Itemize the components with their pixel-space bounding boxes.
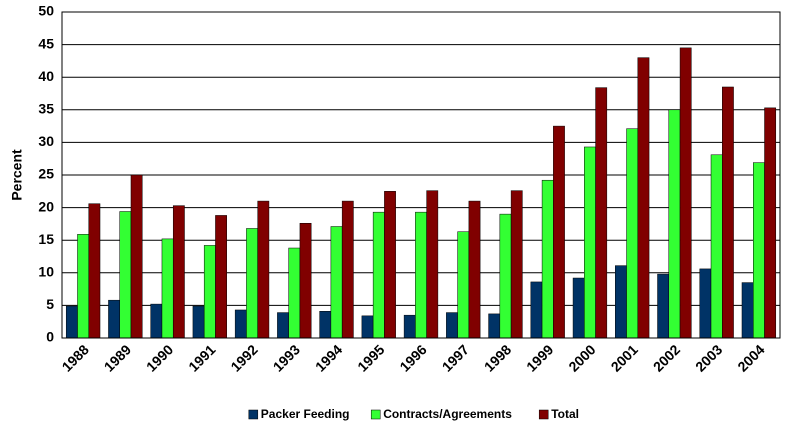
bar — [119, 211, 132, 339]
y-tick-label: 45 — [38, 35, 54, 51]
x-tick-label: 1990 — [143, 341, 176, 374]
y-tick-label: 40 — [38, 68, 54, 84]
bar — [764, 107, 777, 339]
bar — [530, 281, 543, 339]
x-tick-label: 1998 — [481, 341, 514, 374]
bar — [572, 277, 585, 339]
y-tick-label: 25 — [38, 166, 54, 182]
x-tick-label: 1992 — [227, 341, 260, 374]
x-tick-label: 1996 — [396, 341, 429, 374]
bar — [372, 211, 385, 339]
bar — [457, 231, 470, 339]
bar — [341, 200, 354, 339]
x-tick-label: 1989 — [101, 341, 134, 374]
bar — [426, 190, 439, 339]
bar — [161, 238, 174, 339]
legend-label: Total — [551, 407, 579, 421]
bar — [679, 47, 692, 339]
bar — [510, 190, 523, 339]
y-tick-label: 0 — [46, 329, 54, 345]
bar — [88, 203, 101, 339]
x-tick-label: 2002 — [650, 341, 683, 374]
x-tick-label: 1997 — [439, 341, 472, 374]
legend-swatch — [370, 409, 381, 420]
y-tick-label: 50 — [38, 3, 54, 19]
bar — [615, 265, 627, 339]
y-tick-label: 20 — [38, 198, 54, 214]
bar — [584, 146, 596, 339]
bar — [288, 247, 301, 339]
bar — [299, 222, 312, 339]
bar — [215, 215, 227, 339]
bar — [234, 309, 247, 339]
bar — [741, 282, 754, 339]
x-tick-label: 1988 — [59, 341, 92, 374]
bar — [541, 179, 554, 339]
bar — [246, 228, 258, 339]
bar — [384, 191, 396, 339]
bar — [203, 245, 216, 339]
bar — [626, 128, 639, 339]
bar — [192, 305, 205, 339]
x-tick-label: 2004 — [734, 341, 767, 374]
bar — [319, 311, 332, 339]
y-axis-label: Percent — [9, 149, 25, 201]
bar — [403, 314, 416, 339]
x-tick-label: 2000 — [565, 341, 598, 374]
y-tick-label: 5 — [46, 296, 54, 312]
bar — [150, 303, 163, 339]
bar — [108, 299, 120, 339]
bar — [468, 200, 481, 339]
bar — [415, 211, 427, 339]
bar — [499, 213, 512, 339]
bar — [637, 57, 650, 339]
bar — [361, 315, 374, 339]
bar — [257, 200, 270, 339]
x-tick-label: 1999 — [523, 341, 556, 374]
x-tick-label: 2003 — [692, 341, 725, 374]
plot-frame — [61, 11, 781, 339]
bar — [446, 312, 458, 339]
y-tick-label: 15 — [38, 231, 54, 247]
bar — [65, 305, 78, 339]
bar — [553, 125, 565, 339]
bar — [722, 86, 734, 339]
x-tick-label: 1991 — [185, 341, 218, 374]
x-tick-label: 1994 — [312, 341, 345, 374]
x-tick-label: 1995 — [354, 341, 387, 374]
bar — [753, 162, 765, 339]
legend-label: Packer Feeding — [261, 407, 350, 421]
bar — [330, 226, 343, 339]
bar — [657, 273, 670, 339]
legend-swatch — [248, 409, 259, 420]
x-tick-label: 2001 — [608, 341, 641, 374]
bar — [130, 174, 143, 339]
bar — [172, 205, 185, 339]
y-tick-label: 10 — [38, 264, 54, 280]
y-tick-label: 30 — [38, 133, 54, 149]
bar — [668, 109, 681, 339]
legend-label: Contracts/Agreements — [383, 407, 512, 421]
bar — [77, 234, 89, 339]
bar — [488, 313, 501, 339]
legend-swatch — [538, 409, 549, 420]
y-tick-label: 35 — [38, 101, 54, 117]
bar — [699, 268, 712, 339]
x-tick-label: 1993 — [270, 341, 303, 374]
bar — [277, 312, 289, 339]
bar — [595, 87, 608, 339]
bar — [710, 154, 723, 339]
